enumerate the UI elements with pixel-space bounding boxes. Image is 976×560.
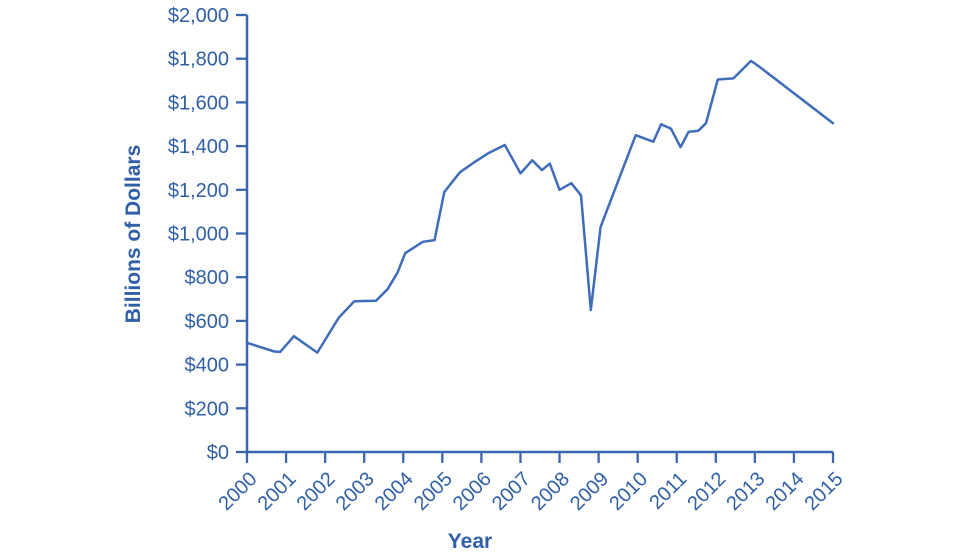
x-tick-label: 2000 [215,468,262,515]
x-tick-label: 2008 [527,468,574,515]
x-tick-label: 2015 [801,468,848,515]
y-tick-label: $1,400 [168,136,229,158]
x-tick-label: 2011 [645,468,691,514]
x-tick-label: 2002 [293,468,340,515]
y-tick-label: $1,600 [168,92,229,114]
x-tick-label: 2007 [488,468,535,515]
x-tick-label: 2010 [605,468,652,515]
x-tick-label: 2006 [449,468,496,515]
y-tick-label: $600 [185,311,230,333]
axis-spine [245,15,833,454]
y-tick-label: $1,800 [168,49,229,71]
x-tick-label: 2003 [332,468,379,515]
x-axis-title: Year [448,530,492,553]
x-tick-label: 2014 [761,468,808,515]
axes [245,15,833,454]
y-tick-label: $800 [185,267,230,289]
y-tick-label: $1,200 [168,180,229,202]
y-tick-label: $400 [185,355,230,377]
y-axis-title: Billions of Dollars [122,145,145,324]
data-line [245,59,835,354]
x-tick-label: 2001 [254,468,301,515]
x-tick-label: 2012 [683,468,730,515]
x-tick-label: 2004 [371,468,418,515]
y-tick-label: $2,000 [168,5,229,27]
y-tick-label: $0 [207,442,229,464]
x-tick-label: 2009 [566,468,613,515]
axis-ticks [236,13,835,463]
x-tick-labels: 2000200120022003200420052006200720082009… [215,468,848,515]
y-tick-label: $1,000 [168,224,229,246]
y-tick-labels: $0 $200 $400 $600 $800 $1,000 $1,200 $1,400 $1,6… [168,5,229,464]
x-tick-label: 2013 [722,468,769,515]
y-tick-label: $200 [185,398,230,420]
x-tick-label: 2005 [410,468,457,515]
